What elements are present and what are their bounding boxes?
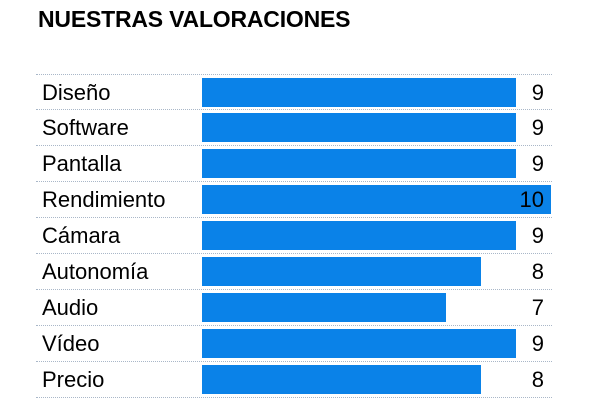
bar-track bbox=[202, 185, 551, 214]
rating-value-label: 10 bbox=[519, 187, 544, 212]
bar-track bbox=[202, 78, 551, 107]
rating-row: Diseño 9 bbox=[36, 74, 552, 110]
rating-value-label: 8 bbox=[531, 259, 544, 284]
bar-track bbox=[202, 329, 551, 358]
rating-value-label: 9 bbox=[531, 115, 544, 140]
bar-track bbox=[202, 149, 551, 178]
rating-bar bbox=[202, 113, 517, 142]
ratings-bar-chart: Diseño 9 Software 9 Pantalla 9 Rendimiento 10 Cá… bbox=[36, 74, 552, 398]
rating-row: Autonomía 8 bbox=[36, 254, 552, 290]
category-label: Software bbox=[42, 115, 129, 140]
rating-row: Pantalla 9 bbox=[36, 146, 552, 182]
rating-bar bbox=[202, 365, 482, 394]
category-label: Diseño bbox=[42, 80, 111, 105]
rating-value-label: 9 bbox=[531, 223, 544, 248]
rating-bar bbox=[202, 149, 517, 178]
category-label: Rendimiento bbox=[42, 187, 166, 212]
rating-bar bbox=[202, 221, 517, 250]
category-label: Audio bbox=[42, 295, 99, 320]
rating-row: Cámara 9 bbox=[36, 218, 552, 254]
rating-row: Software 9 bbox=[36, 110, 552, 146]
rating-value-label: 8 bbox=[531, 367, 544, 392]
category-label: Precio bbox=[42, 367, 105, 392]
chart-title: NUESTRAS VALORACIONES bbox=[38, 6, 351, 32]
rating-row: Rendimiento 10 bbox=[36, 182, 552, 218]
rating-row: Precio 8 bbox=[36, 362, 552, 398]
bar-track bbox=[202, 365, 551, 394]
rating-row: Vídeo 9 bbox=[36, 326, 552, 362]
category-label: Vídeo bbox=[42, 331, 100, 356]
category-label: Cámara bbox=[42, 223, 121, 248]
bar-track bbox=[202, 221, 551, 250]
rating-value-label: 7 bbox=[531, 295, 544, 320]
category-label: Autonomía bbox=[42, 259, 149, 284]
rating-bar bbox=[202, 329, 517, 358]
rating-bar bbox=[202, 257, 482, 286]
bar-track bbox=[202, 257, 551, 286]
rating-value-label: 9 bbox=[531, 80, 544, 105]
bar-track bbox=[202, 113, 551, 142]
rating-bar bbox=[202, 78, 517, 107]
rating-value-label: 9 bbox=[531, 331, 544, 356]
rating-bar bbox=[202, 293, 447, 322]
category-label: Pantalla bbox=[42, 151, 122, 176]
bar-track bbox=[202, 293, 551, 322]
rating-value-label: 9 bbox=[531, 151, 544, 176]
rating-row: Audio 7 bbox=[36, 290, 552, 326]
rating-bar bbox=[202, 185, 551, 214]
